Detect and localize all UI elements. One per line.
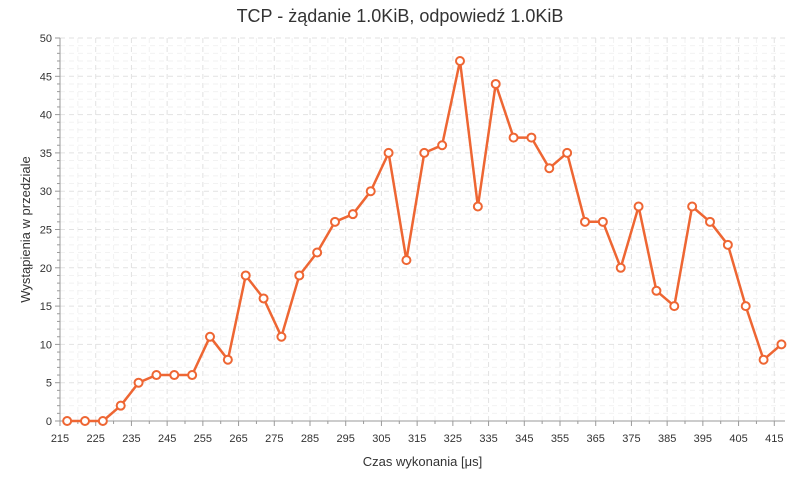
data-point[interactable] (508, 132, 519, 143)
y-tick-label: 25 (40, 225, 52, 237)
x-tick-label: 295 (337, 433, 355, 445)
data-point[interactable] (276, 331, 287, 342)
y-tick-label: 10 (40, 339, 52, 351)
y-tick-label: 0 (46, 416, 52, 428)
data-point[interactable] (722, 239, 733, 250)
data-point[interactable] (687, 201, 698, 212)
y-tick-label: 35 (40, 148, 52, 160)
data-point[interactable] (597, 216, 608, 227)
y-tick-label: 30 (40, 186, 52, 198)
data-point[interactable] (669, 301, 680, 312)
x-tick-label: 365 (587, 433, 605, 445)
data-point[interactable] (633, 201, 644, 212)
data-point[interactable] (758, 354, 769, 365)
chart-title: TCP - żądanie 1.0KiB, odpowiedź 1.0KiB (236, 6, 564, 26)
y-tick-label: 40 (40, 110, 52, 122)
x-tick-label: 215 (51, 433, 69, 445)
data-point[interactable] (580, 216, 590, 227)
x-tick-label: 415 (765, 433, 783, 445)
data-point[interactable] (651, 285, 662, 296)
data-point[interactable] (490, 78, 501, 89)
data-point[interactable] (472, 201, 483, 212)
data-point[interactable] (526, 132, 537, 143)
data-point[interactable] (97, 416, 108, 426)
series-layer (62, 55, 787, 426)
data-point[interactable] (62, 416, 73, 426)
x-tick-label: 245 (158, 433, 176, 445)
x-tick-label: 385 (658, 433, 676, 445)
data-point[interactable] (347, 209, 358, 220)
data-point[interactable] (151, 370, 162, 381)
x-tick-label: 235 (122, 433, 140, 445)
data-point[interactable] (222, 354, 233, 365)
y-tick-label: 20 (40, 263, 52, 275)
data-point[interactable] (365, 186, 376, 197)
data-point[interactable] (437, 140, 448, 151)
data-point[interactable] (330, 216, 340, 227)
x-tick-label: 285 (301, 433, 319, 445)
data-point[interactable] (544, 163, 555, 174)
axes: 0 5 10 15 20 25 30 35 40 45 50 215 225 235 245 255 265 27… (40, 33, 785, 445)
x-axis-title: Czas wykonania [μs] (363, 454, 482, 469)
x-tick-label: 315 (408, 433, 426, 445)
x-tick-label: 335 (479, 433, 497, 445)
x-tick-label: 305 (372, 433, 390, 445)
data-point[interactable] (294, 270, 305, 281)
x-tick-label: 395 (694, 433, 712, 445)
data-point[interactable] (312, 247, 323, 258)
x-tick-label: 255 (194, 433, 212, 445)
x-tick-label: 325 (444, 433, 462, 445)
data-point[interactable] (115, 400, 126, 411)
y-tick-label: 45 (40, 71, 52, 83)
x-tick-label: 375 (622, 433, 640, 445)
y-tick-label: 15 (40, 301, 52, 313)
data-point[interactable] (133, 377, 144, 388)
grid (60, 37, 785, 421)
y-tick-label: 50 (40, 33, 52, 45)
x-tick-label: 275 (265, 433, 283, 445)
data-point[interactable] (258, 293, 269, 304)
data-point[interactable] (776, 339, 787, 350)
y-axis-title: Wystąpienia w przedziale (18, 156, 33, 303)
data-point[interactable] (80, 416, 90, 426)
y-tick-label: 5 (46, 378, 52, 390)
data-point[interactable] (562, 147, 573, 158)
data-point[interactable] (705, 216, 715, 227)
data-point[interactable] (205, 331, 215, 342)
x-tick-label: 225 (87, 433, 105, 445)
x-tick-label: 405 (729, 433, 747, 445)
data-point[interactable] (401, 255, 412, 266)
x-tick-label: 355 (551, 433, 569, 445)
x-tick-label: 345 (515, 433, 533, 445)
data-point[interactable] (240, 270, 251, 281)
data-point[interactable] (383, 147, 394, 158)
data-point[interactable] (169, 370, 180, 381)
data-point[interactable] (455, 55, 465, 66)
data-point[interactable] (419, 147, 430, 158)
data-point[interactable] (615, 262, 626, 273)
data-point[interactable] (187, 370, 198, 381)
x-tick-label: 265 (229, 433, 247, 445)
data-point[interactable] (740, 301, 751, 312)
